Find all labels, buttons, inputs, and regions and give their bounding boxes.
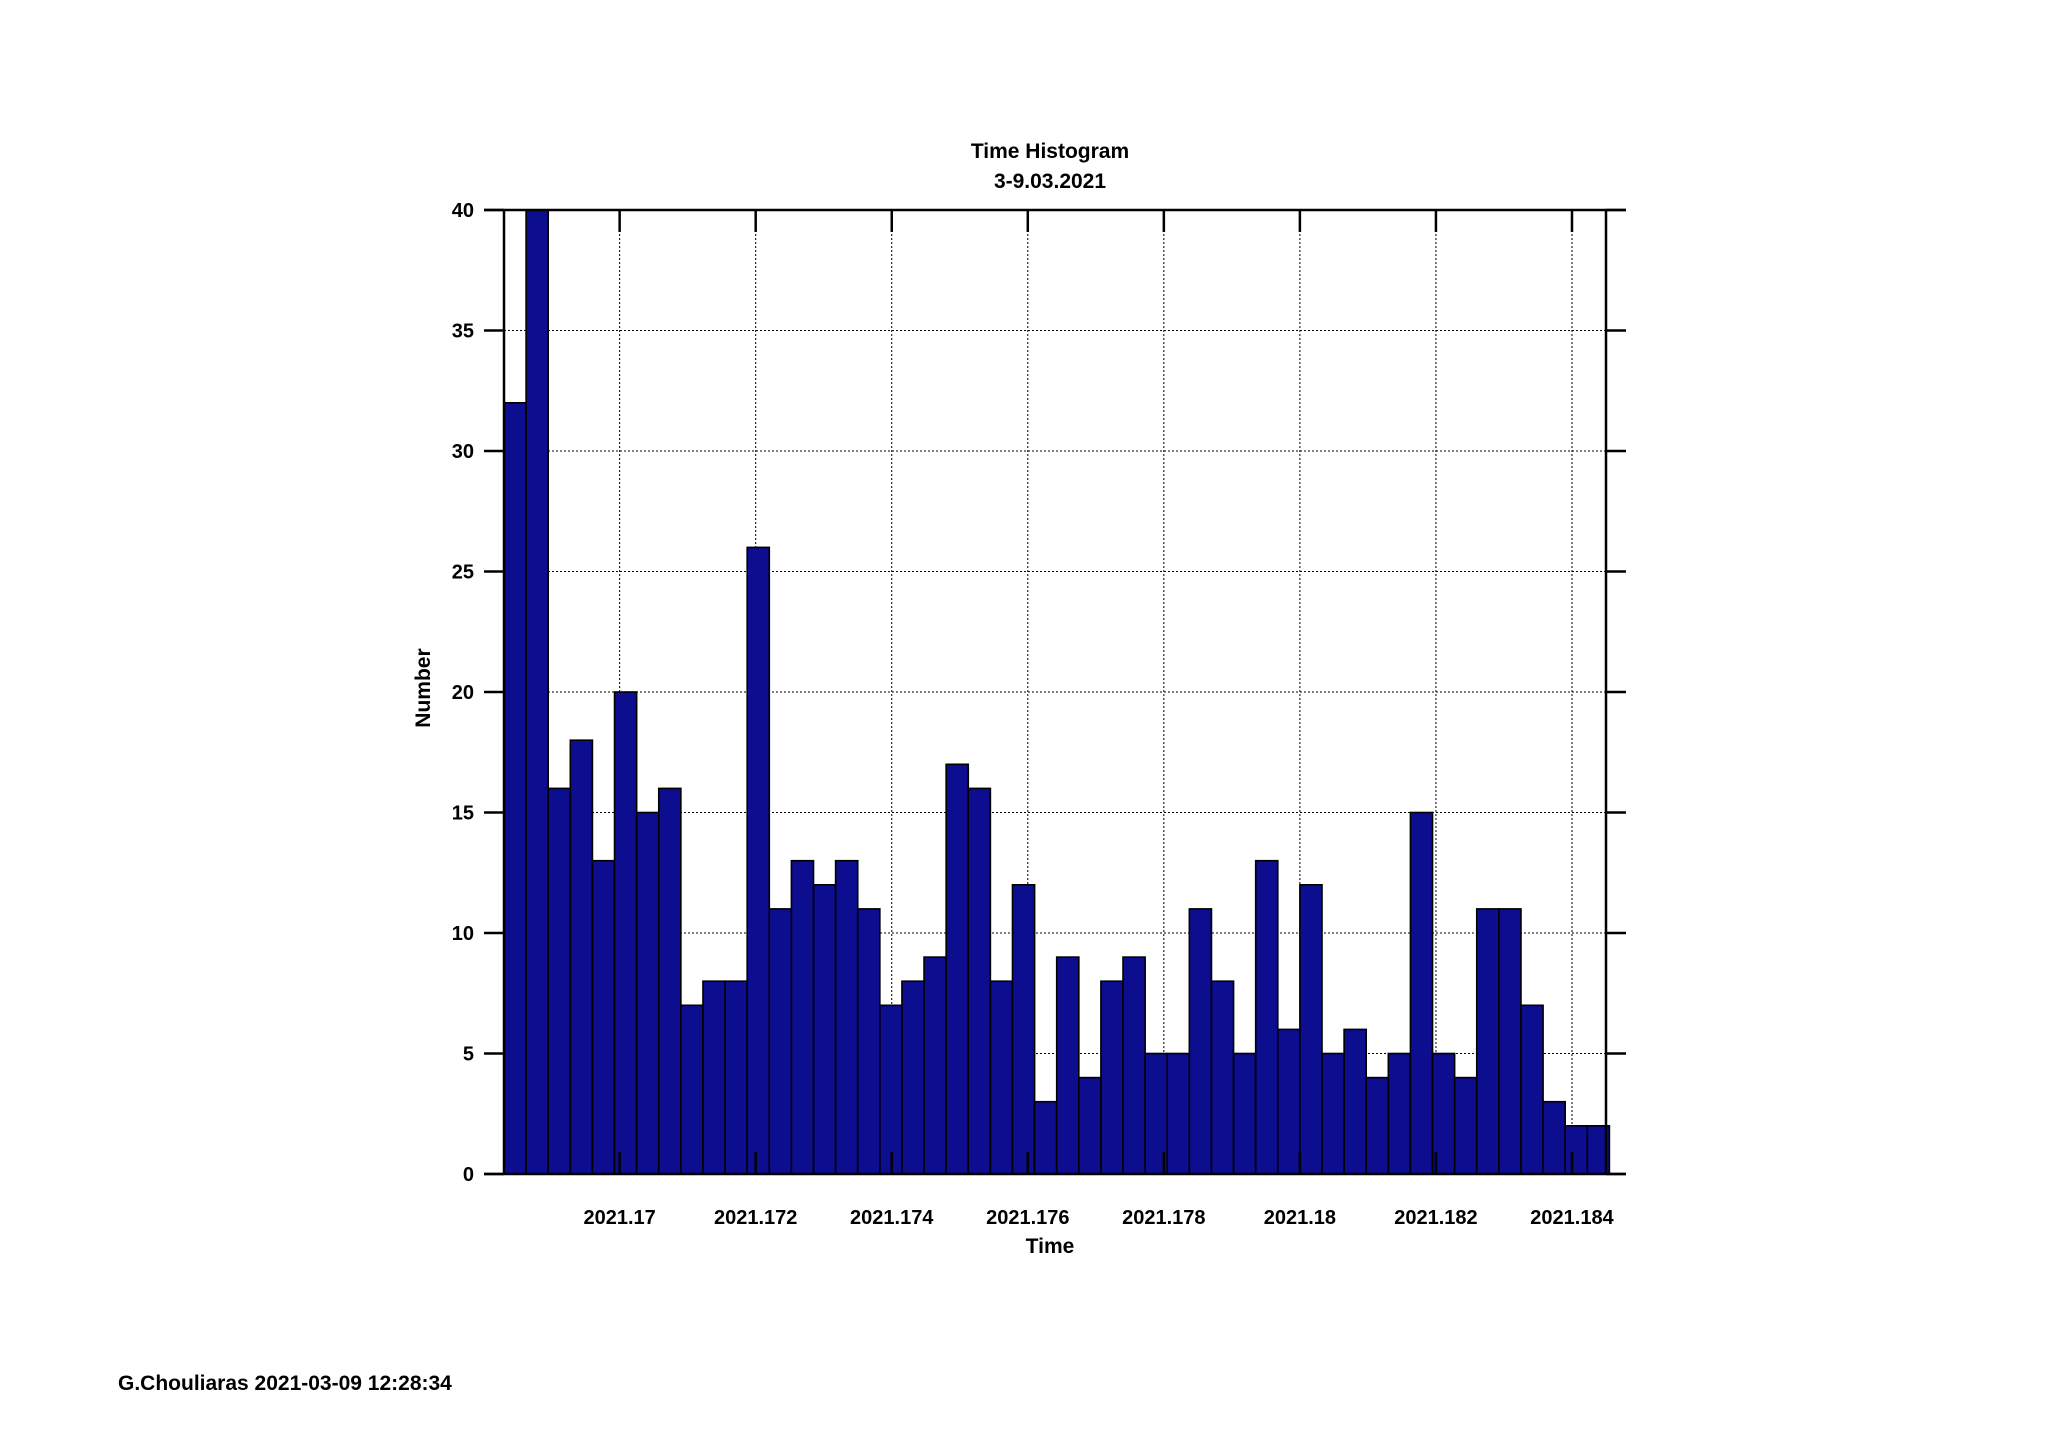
y-tick-label: 10: [452, 923, 474, 945]
histogram-bar: [1078, 1076, 1102, 1175]
y-tick-label: 20: [452, 682, 474, 704]
histogram-bar: [1299, 883, 1323, 1175]
histogram-bar: [1188, 908, 1213, 1175]
x-tick-label: 2021.178: [1122, 1207, 1205, 1229]
histogram-bar: [1276, 1028, 1301, 1175]
histogram-bar: [503, 401, 527, 1175]
histogram-bar: [1011, 883, 1036, 1175]
footer-credit: G.Chouliaras 2021-03-09 12:28:34: [118, 1372, 452, 1395]
histogram-bar: [901, 980, 925, 1175]
tick-labels: 0 5 10 15 20 25 30 35 40 2021.17 2021.172 2021.174 2…: [452, 200, 1615, 1229]
histogram-bar: [635, 811, 660, 1175]
x-tick-label: 2021.172: [714, 1207, 797, 1229]
y-tick-label: 15: [452, 803, 474, 825]
histogram-bar: [1055, 956, 1080, 1175]
histogram-bar: [525, 209, 550, 1175]
x-tick-label: 2021.174: [850, 1207, 934, 1229]
y-tick-label: 35: [452, 321, 474, 343]
histogram-bar: [1542, 1100, 1566, 1175]
histogram-bar: [1254, 859, 1279, 1175]
histogram-bar: [547, 787, 572, 1175]
x-tick-label: 2021.184: [1530, 1207, 1614, 1229]
histogram-bar: [879, 1004, 903, 1175]
chart-subtitle: 3-9.03.2021: [994, 170, 1106, 193]
histogram-bar: [812, 883, 837, 1175]
histogram-bar: [1343, 1028, 1368, 1175]
y-tick-label: 5: [463, 1044, 474, 1066]
histogram-bar: [702, 980, 726, 1175]
histogram-bar: [967, 787, 992, 1175]
histogram-bar: [923, 956, 947, 1175]
axes: [484, 208, 1626, 1176]
x-tick-label: 2021.176: [986, 1207, 1069, 1229]
x-tick-label: 2021.182: [1394, 1207, 1477, 1229]
histogram-bar: [657, 787, 682, 1175]
histogram-bar: [724, 980, 748, 1175]
y-tick-label: 0: [463, 1164, 474, 1186]
histogram-bar: [569, 739, 594, 1175]
histogram-bar: [1520, 1004, 1544, 1175]
histogram-bar: [856, 908, 881, 1175]
histogram-bar: [989, 980, 1014, 1175]
histogram-bar: [1210, 980, 1235, 1175]
histogram-bar: [768, 908, 793, 1175]
y-axis-label: Number: [412, 648, 435, 727]
histogram-bar: [591, 859, 616, 1175]
histogram-bar: [1365, 1076, 1390, 1175]
histogram-bar: [1122, 956, 1146, 1175]
histogram-bar: [1100, 980, 1124, 1175]
histogram-bar: [1033, 1100, 1058, 1175]
x-axis-label: Time: [1026, 1235, 1075, 1258]
histogram-bar: [1387, 1052, 1412, 1175]
y-tick-label: 30: [452, 441, 474, 463]
histogram-bar: [1498, 908, 1522, 1175]
chart-title: Time Histogram: [971, 140, 1129, 163]
histogram-bar: [613, 691, 638, 1175]
histogram-bar: [1453, 1076, 1478, 1175]
histogram-bar: [1475, 908, 1500, 1175]
histogram-bar: [1409, 811, 1434, 1175]
histogram-bar: [680, 1004, 704, 1175]
histogram-bar: [834, 859, 859, 1175]
bars: [503, 209, 1611, 1175]
histogram-bar: [1564, 1125, 1589, 1175]
y-tick-label: 25: [452, 562, 474, 584]
histogram-bar: [1166, 1052, 1191, 1175]
histogram-bar: [746, 546, 771, 1175]
histogram-bar: [945, 763, 970, 1175]
x-tick-label: 2021.17: [583, 1207, 655, 1229]
y-tick-label: 40: [452, 200, 474, 222]
histogram-bar: [1232, 1052, 1257, 1175]
histogram-bar: [1321, 1052, 1345, 1175]
histogram-bar: [790, 859, 815, 1175]
x-tick-label: 2021.18: [1264, 1207, 1336, 1229]
